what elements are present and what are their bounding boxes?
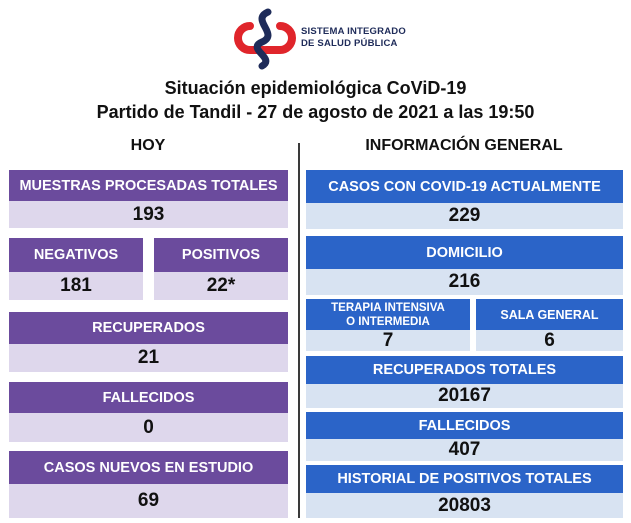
historial-value: 20803 <box>306 493 623 518</box>
negativos-label: NEGATIVOS <box>9 238 143 272</box>
fallecidos-general-label: FALLECIDOS <box>306 412 623 439</box>
sisp-logo-icon <box>234 8 296 70</box>
negativos-value: 181 <box>9 272 143 300</box>
fallecidos-hoy-value: 0 <box>9 413 288 442</box>
terapia-label-line1: TERAPIA INTENSIVA <box>331 301 445 314</box>
org-name-line1: SISTEMA INTEGRADO <box>301 26 406 37</box>
recuperados-totales-value: 20167 <box>306 384 623 408</box>
logo: SISTEMA INTEGRADO DE SALUD PÚBLICA <box>232 8 412 70</box>
casos-nuevos-label: CASOS NUEVOS EN ESTUDIO <box>9 451 288 484</box>
terapia-value: 7 <box>306 330 470 351</box>
casos-actuales-value: 229 <box>306 203 623 229</box>
org-name: SISTEMA INTEGRADO DE SALUD PÚBLICA <box>301 26 406 50</box>
casos-nuevos-value: 69 <box>9 484 288 518</box>
historial-label: HISTORIAL DE POSITIVOS TOTALES <box>306 465 623 493</box>
section-heading-hoy: HOY <box>130 137 166 154</box>
section-heading-general: INFORMACIÓN GENERAL <box>365 137 563 154</box>
recuperados-label: RECUPERADOS <box>9 312 288 344</box>
terapia-label: TERAPIA INTENSIVA O INTERMEDIA <box>306 299 470 330</box>
sala-general-value: 6 <box>476 330 623 351</box>
domicilio-label: DOMICILIO <box>306 236 623 269</box>
terapia-label-line2: O INTERMEDIA <box>346 315 430 328</box>
fallecidos-hoy-label: FALLECIDOS <box>9 382 288 413</box>
recuperados-totales-label: RECUPERADOS TOTALES <box>306 356 623 384</box>
muestras-value: 193 <box>9 201 288 228</box>
casos-actuales-label: CASOS CON COVID-19 ACTUALMENTE <box>306 170 623 203</box>
page-title: Situación epidemiológica CoViD-19 <box>164 78 467 98</box>
sala-general-label: SALA GENERAL <box>476 299 623 330</box>
muestras-label: MUESTRAS PROCESADAS TOTALES <box>9 170 288 201</box>
page-subtitle: Partido de Tandil - 27 de agosto de 2021… <box>96 102 535 122</box>
column-divider <box>298 143 300 518</box>
recuperados-value: 21 <box>9 344 288 372</box>
domicilio-value: 216 <box>306 269 623 295</box>
positivos-label: POSITIVOS <box>154 238 288 272</box>
org-name-line2: DE SALUD PÚBLICA <box>301 38 398 49</box>
fallecidos-general-value: 407 <box>306 439 623 461</box>
positivos-value: 22* <box>154 272 288 300</box>
